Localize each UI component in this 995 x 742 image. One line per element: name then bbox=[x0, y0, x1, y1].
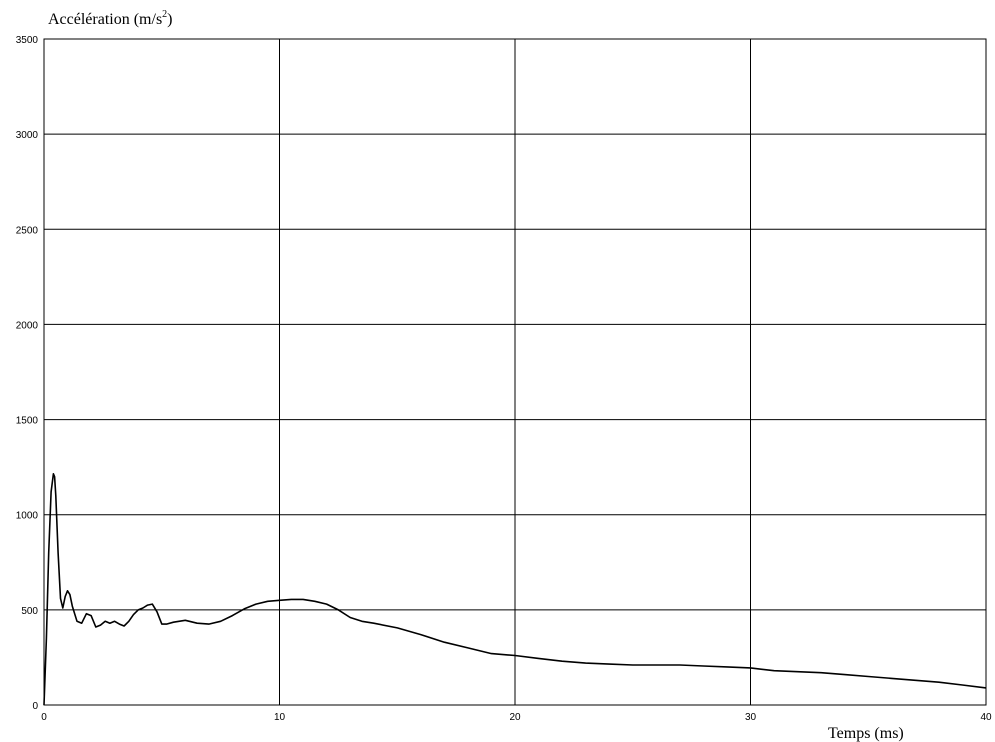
y-tick-label: 2500 bbox=[16, 225, 39, 236]
y-tick-label: 3500 bbox=[16, 35, 39, 46]
y-axis-label-text: Accélération (m/s bbox=[48, 11, 162, 28]
tick-labels: 0 500 1000 1500 2000 2500 3000 3500 0 10 20 30 40 bbox=[16, 35, 992, 723]
y-axis-label: Accélération (m/s2) bbox=[48, 9, 173, 28]
y-tick-label: 500 bbox=[21, 606, 38, 617]
x-tick-label: 40 bbox=[980, 712, 992, 723]
x-tick-label: 20 bbox=[509, 712, 521, 723]
x-tick-label: 30 bbox=[745, 712, 757, 723]
grid bbox=[43, 38, 987, 706]
y-tick-label: 0 bbox=[32, 701, 38, 712]
y-tick-label: 2000 bbox=[16, 320, 39, 331]
x-axis-label: Temps (ms) bbox=[828, 725, 904, 742]
y-tick-label: 1000 bbox=[16, 511, 39, 522]
y-tick-label: 3000 bbox=[16, 130, 39, 141]
x-tick-label: 0 bbox=[41, 712, 47, 723]
y-axis-label-end: ) bbox=[167, 11, 172, 28]
x-tick-label: 10 bbox=[274, 712, 286, 723]
y-axis-label-exponent: 2 bbox=[162, 9, 167, 20]
y-tick-label: 1500 bbox=[16, 416, 39, 427]
acceleration-line bbox=[43, 473, 987, 706]
